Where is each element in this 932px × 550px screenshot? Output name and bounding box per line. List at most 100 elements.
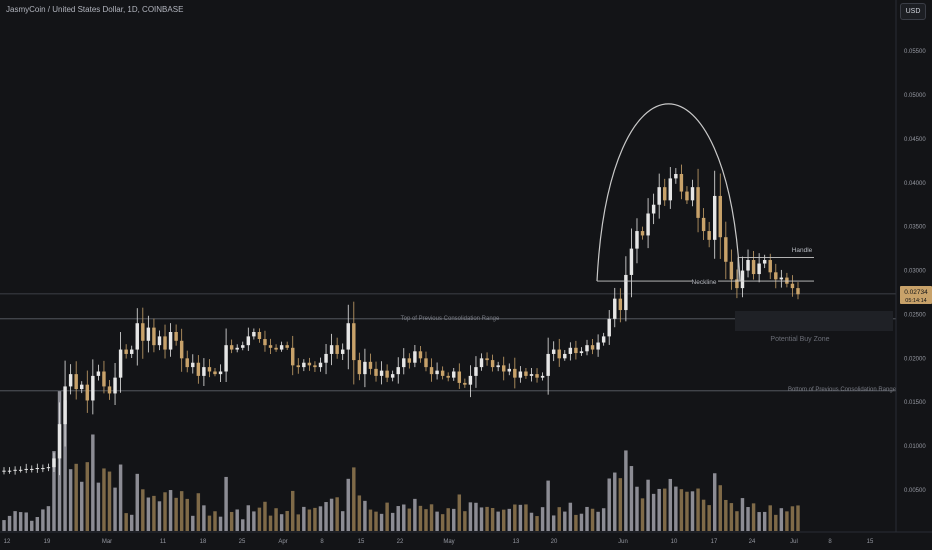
volume-bar xyxy=(202,505,206,531)
candle-body xyxy=(52,458,56,468)
candle-body xyxy=(35,468,40,470)
volume-bar xyxy=(774,514,778,531)
volume-bar xyxy=(579,513,584,531)
currency-button[interactable]: USD xyxy=(900,3,926,20)
volume-bar xyxy=(629,466,634,531)
volume-bar xyxy=(279,514,284,531)
volume-bar xyxy=(424,509,428,531)
candle-body xyxy=(202,367,206,376)
candle-body xyxy=(2,470,6,472)
candle-body xyxy=(41,468,45,470)
volume-bar xyxy=(601,508,606,531)
candle-body xyxy=(85,384,90,401)
candle-body xyxy=(157,336,162,346)
candle-body xyxy=(263,339,267,346)
candle-body xyxy=(463,382,467,385)
volume-bar xyxy=(701,499,706,531)
volume-bar xyxy=(590,508,595,531)
candle-body xyxy=(501,365,506,372)
candle-body xyxy=(568,347,573,354)
volume-bar xyxy=(185,498,189,531)
volume-bar xyxy=(329,498,334,531)
x-tick-label: 10 xyxy=(671,539,678,545)
candle-body xyxy=(235,347,239,350)
volume-bar xyxy=(474,502,478,531)
x-tick-label: Jun xyxy=(618,539,628,545)
candle-body xyxy=(363,361,367,375)
candle-body xyxy=(352,323,356,361)
symbol-title: JasmyCoin / United States Dollar, 1D, CO… xyxy=(6,5,184,14)
candle-body xyxy=(529,374,534,376)
candle-body xyxy=(118,349,123,378)
candle-body xyxy=(279,345,284,350)
candle-body xyxy=(335,345,339,354)
volume-bar xyxy=(596,511,600,531)
volume-bar xyxy=(757,512,761,531)
candle-body xyxy=(696,187,700,218)
volume-bar xyxy=(640,498,645,531)
candle-body xyxy=(440,370,445,376)
volume-bar xyxy=(518,504,523,531)
candle-body xyxy=(657,187,661,205)
candle-body xyxy=(252,332,256,337)
candle-body xyxy=(663,187,667,201)
volume-bar xyxy=(218,516,223,531)
volume-bar xyxy=(2,520,6,531)
y-tick-label: 0.01000 xyxy=(904,444,926,450)
candle-body xyxy=(596,342,600,350)
volume-bar xyxy=(85,462,90,531)
candle-body xyxy=(757,263,761,275)
volume-bar xyxy=(24,512,28,531)
candle-body xyxy=(291,347,295,366)
volume-bar xyxy=(507,508,511,531)
candle-body xyxy=(152,327,156,346)
cup-arc xyxy=(596,103,741,282)
volume-bar xyxy=(52,451,56,531)
candle-body xyxy=(340,349,345,354)
volume-bar xyxy=(285,510,289,531)
candle-body xyxy=(746,260,750,271)
candle-body xyxy=(452,371,456,378)
volume-bar xyxy=(385,502,389,531)
volume-bar xyxy=(540,507,545,531)
candle-body xyxy=(724,237,728,262)
candle-body xyxy=(307,362,312,366)
x-tick-label: 20 xyxy=(551,539,558,545)
volume-bar xyxy=(674,486,678,531)
volume-bar xyxy=(18,512,23,531)
candle-body xyxy=(185,358,189,368)
volume-bar xyxy=(452,508,456,531)
volume-bar xyxy=(729,503,734,531)
volume-bar xyxy=(46,506,51,531)
volume-bar xyxy=(235,509,239,531)
candle-body xyxy=(563,353,567,359)
volume-bar xyxy=(551,515,556,531)
candle-body xyxy=(540,375,545,378)
candle-body xyxy=(513,368,517,378)
volume-bar xyxy=(63,400,67,531)
volume-bar xyxy=(41,509,45,531)
candle-body xyxy=(318,362,323,368)
volume-bar xyxy=(607,478,611,531)
volume-bar xyxy=(651,493,656,531)
candle-body xyxy=(18,469,23,471)
volume-bar xyxy=(668,478,673,531)
candle-body xyxy=(629,248,634,275)
candle-body xyxy=(285,345,289,348)
volume-bar xyxy=(457,494,462,531)
volume-bar xyxy=(346,478,350,531)
volume-bar xyxy=(446,508,450,531)
volume-bar xyxy=(352,467,356,531)
volume-bar xyxy=(740,498,745,531)
candle-body xyxy=(113,377,117,394)
volume-bar xyxy=(96,482,101,531)
candle-body xyxy=(707,231,711,240)
x-tick-label: Apr xyxy=(278,539,287,545)
x-tick-label: 15 xyxy=(867,539,874,545)
volume-bar xyxy=(229,511,234,531)
candle-body xyxy=(257,332,262,340)
volume-bar xyxy=(157,501,162,531)
candle-body xyxy=(507,368,511,372)
candle-body xyxy=(646,213,650,236)
